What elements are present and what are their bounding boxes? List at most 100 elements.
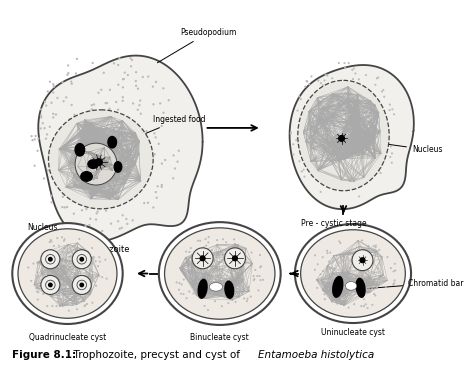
Circle shape bbox=[78, 238, 81, 240]
Circle shape bbox=[117, 108, 119, 111]
Circle shape bbox=[50, 195, 53, 197]
Circle shape bbox=[65, 296, 68, 298]
Circle shape bbox=[330, 104, 332, 106]
Circle shape bbox=[109, 89, 111, 91]
Circle shape bbox=[362, 124, 364, 126]
Circle shape bbox=[364, 268, 366, 270]
Circle shape bbox=[393, 113, 395, 115]
Circle shape bbox=[45, 138, 47, 140]
Circle shape bbox=[381, 91, 383, 92]
Circle shape bbox=[326, 286, 328, 289]
Circle shape bbox=[341, 148, 343, 150]
Circle shape bbox=[122, 78, 124, 81]
Circle shape bbox=[208, 279, 210, 281]
Circle shape bbox=[352, 250, 373, 271]
Circle shape bbox=[379, 103, 381, 105]
Circle shape bbox=[47, 169, 49, 171]
Circle shape bbox=[69, 183, 72, 186]
Circle shape bbox=[91, 175, 93, 177]
Circle shape bbox=[118, 57, 121, 59]
Circle shape bbox=[203, 246, 205, 248]
Circle shape bbox=[327, 252, 328, 254]
Circle shape bbox=[351, 69, 353, 71]
Circle shape bbox=[246, 300, 248, 302]
Circle shape bbox=[225, 253, 227, 255]
Circle shape bbox=[65, 96, 67, 98]
Circle shape bbox=[72, 275, 91, 295]
Circle shape bbox=[53, 85, 55, 88]
Circle shape bbox=[70, 81, 73, 83]
Circle shape bbox=[91, 302, 93, 304]
Circle shape bbox=[343, 292, 345, 295]
Circle shape bbox=[188, 251, 191, 253]
Circle shape bbox=[125, 218, 128, 220]
Circle shape bbox=[374, 140, 376, 142]
Circle shape bbox=[132, 102, 134, 105]
Circle shape bbox=[104, 102, 107, 104]
Circle shape bbox=[359, 283, 361, 285]
Circle shape bbox=[378, 134, 380, 136]
Circle shape bbox=[348, 253, 350, 256]
Circle shape bbox=[192, 248, 213, 269]
Circle shape bbox=[245, 259, 247, 261]
Circle shape bbox=[344, 164, 346, 167]
Circle shape bbox=[32, 263, 35, 265]
Circle shape bbox=[203, 281, 205, 283]
Circle shape bbox=[298, 142, 301, 145]
Circle shape bbox=[333, 96, 336, 98]
Circle shape bbox=[49, 81, 51, 83]
Circle shape bbox=[200, 267, 202, 270]
Circle shape bbox=[62, 251, 64, 253]
Circle shape bbox=[216, 239, 218, 241]
Circle shape bbox=[64, 238, 65, 240]
Circle shape bbox=[230, 263, 232, 266]
Circle shape bbox=[43, 287, 45, 289]
Circle shape bbox=[152, 85, 154, 88]
Circle shape bbox=[194, 269, 197, 272]
Circle shape bbox=[338, 240, 340, 242]
Circle shape bbox=[192, 292, 194, 295]
Circle shape bbox=[328, 268, 330, 270]
Circle shape bbox=[324, 298, 326, 300]
Circle shape bbox=[57, 290, 59, 292]
Circle shape bbox=[54, 272, 56, 275]
Circle shape bbox=[306, 81, 308, 83]
Circle shape bbox=[347, 142, 349, 144]
Circle shape bbox=[324, 173, 326, 175]
Circle shape bbox=[353, 303, 355, 305]
Circle shape bbox=[139, 168, 141, 171]
Circle shape bbox=[100, 155, 103, 157]
Circle shape bbox=[50, 102, 53, 104]
Circle shape bbox=[344, 66, 346, 69]
Circle shape bbox=[342, 292, 344, 294]
Circle shape bbox=[235, 249, 237, 251]
Circle shape bbox=[331, 301, 333, 303]
Circle shape bbox=[173, 154, 175, 157]
Circle shape bbox=[164, 159, 166, 161]
Circle shape bbox=[126, 151, 128, 154]
Circle shape bbox=[161, 162, 163, 165]
Circle shape bbox=[58, 157, 61, 160]
Polygon shape bbox=[290, 65, 414, 209]
Circle shape bbox=[316, 287, 318, 289]
Circle shape bbox=[351, 168, 353, 170]
Circle shape bbox=[292, 143, 294, 145]
Circle shape bbox=[139, 99, 141, 102]
Circle shape bbox=[191, 286, 194, 288]
Circle shape bbox=[154, 153, 156, 155]
Circle shape bbox=[176, 161, 179, 163]
Circle shape bbox=[162, 112, 164, 114]
Circle shape bbox=[64, 259, 66, 262]
Circle shape bbox=[303, 175, 306, 178]
Circle shape bbox=[52, 116, 55, 119]
Circle shape bbox=[361, 239, 363, 242]
Circle shape bbox=[357, 145, 359, 147]
Circle shape bbox=[97, 92, 100, 94]
Circle shape bbox=[155, 197, 158, 199]
Circle shape bbox=[383, 160, 385, 162]
Circle shape bbox=[91, 62, 94, 64]
Circle shape bbox=[373, 98, 375, 101]
Circle shape bbox=[140, 144, 142, 146]
Circle shape bbox=[46, 91, 49, 93]
Circle shape bbox=[59, 163, 61, 165]
